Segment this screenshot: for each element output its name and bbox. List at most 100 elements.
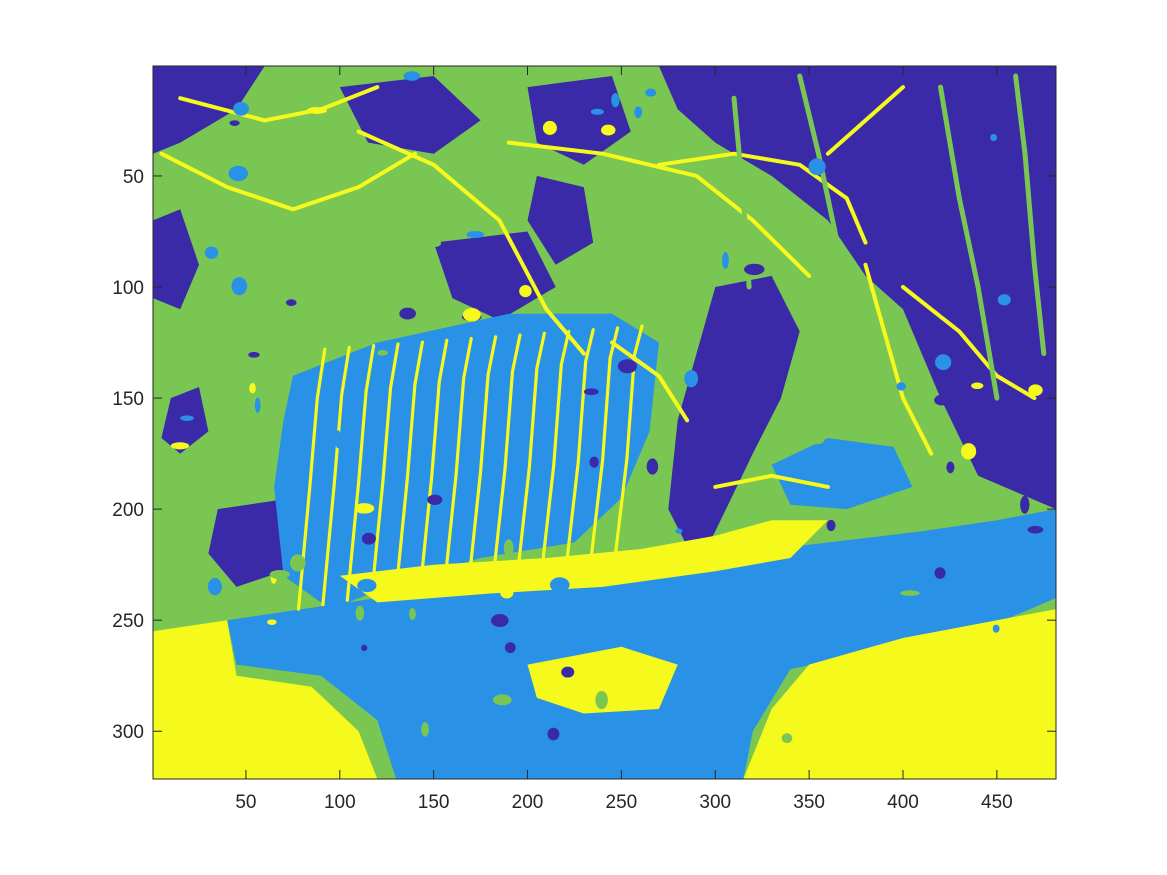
speckle (678, 307, 686, 320)
speckle (595, 691, 608, 710)
canopy-branch (713, 473, 830, 489)
canopy-branch (901, 285, 1037, 401)
tiger-stripe (516, 331, 546, 571)
region-yellow-bottom-left (153, 620, 378, 779)
speckle (519, 284, 532, 298)
speckle (1020, 495, 1030, 514)
speckle (504, 642, 516, 654)
speckle (180, 415, 194, 421)
speckle (601, 124, 616, 136)
speckle (547, 727, 560, 741)
speckle (161, 320, 174, 327)
canopy-branch (178, 85, 380, 123)
speckle (590, 108, 604, 115)
region-blue-right (771, 438, 913, 510)
canopy-branch (506, 140, 812, 278)
x-tick-label: 250 (606, 792, 638, 813)
y-tick-label: 100 (112, 278, 144, 299)
y-axis: 50 100 150 200 250 300 (112, 167, 1056, 743)
region-dark-top-left (153, 66, 265, 154)
x-tick-label: 150 (418, 792, 450, 813)
tiger-stripe (370, 342, 400, 598)
speckle (170, 442, 190, 450)
x-tick-label: 200 (512, 792, 544, 813)
speckle (997, 294, 1011, 306)
speckle (781, 80, 790, 91)
speckle (231, 277, 248, 296)
speckle (362, 444, 371, 461)
green-branch (1013, 73, 1047, 357)
speckle (421, 722, 429, 737)
speckle (846, 368, 864, 375)
speckle (492, 135, 502, 141)
speckle (990, 133, 998, 142)
tiger-stripe (394, 340, 424, 593)
speckle (900, 590, 920, 596)
region-dark-top-mid2 (527, 76, 631, 165)
speckle (645, 88, 657, 97)
speckle (1027, 525, 1044, 534)
segmentation-image (153, 66, 1056, 779)
speckle (462, 308, 481, 322)
speckle (377, 349, 388, 356)
x-axis: 50 100 150 200 250 300 350 400 450 (235, 66, 1013, 813)
speckle (851, 559, 866, 567)
speckle (249, 382, 256, 394)
green-branch (797, 73, 859, 334)
speckle (267, 619, 277, 626)
speckle (285, 299, 297, 306)
speckle (466, 231, 485, 239)
speckle (808, 158, 826, 176)
speckle (228, 165, 249, 182)
speckle (248, 351, 260, 358)
canopy-branch (610, 340, 690, 423)
tiger-stripe (492, 333, 522, 576)
speckle (589, 456, 599, 468)
region-yellow-bottom-right (743, 609, 1056, 779)
speckle (934, 394, 949, 406)
speckle (500, 587, 514, 599)
speckle (269, 569, 290, 579)
speckle (254, 397, 261, 413)
speckle (303, 71, 311, 82)
speckle (923, 181, 943, 201)
speckle (229, 120, 240, 126)
speckle (809, 433, 825, 445)
speckle (646, 458, 659, 475)
canopy-branch (863, 262, 934, 456)
region-water (227, 509, 1056, 779)
speckle (1028, 384, 1043, 396)
canopy-branch (159, 151, 417, 212)
speckle (426, 239, 442, 248)
tiger-stripe (443, 336, 473, 584)
speckle (207, 577, 222, 596)
tiger-stripe (296, 347, 327, 611)
tiger-stripe (345, 344, 376, 602)
tiger-stripe (540, 329, 571, 567)
speckle (289, 554, 306, 572)
x-tick-label: 400 (887, 792, 919, 813)
tiger-stripe (418, 338, 449, 589)
region-dark-shadow (668, 275, 800, 565)
x-tick-label: 350 (793, 792, 825, 813)
y-tick-label: 250 (112, 611, 144, 632)
speckle (617, 359, 638, 374)
tiger-stripe (565, 328, 595, 562)
speckle (961, 443, 977, 460)
x-tick-label: 100 (324, 792, 356, 813)
x-tick-label: 50 (235, 792, 256, 813)
speckle (675, 528, 683, 534)
speckle (409, 607, 416, 620)
y-tick-label: 50 (123, 167, 144, 188)
speckle (971, 382, 984, 390)
region-dark-top-mid (339, 76, 481, 154)
speckle (355, 605, 365, 621)
speckle (561, 666, 575, 678)
speckle (503, 539, 514, 558)
speckle (934, 567, 946, 579)
speckle (427, 494, 443, 505)
speckle (361, 532, 376, 545)
y-tick-label: 150 (112, 389, 144, 410)
speckle (896, 382, 907, 391)
